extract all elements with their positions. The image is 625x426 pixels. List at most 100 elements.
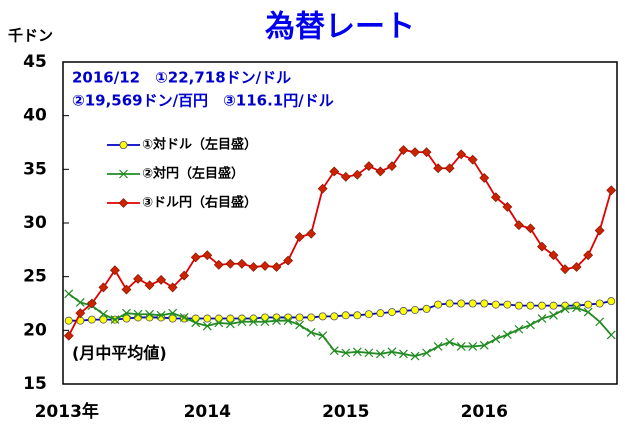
data-point: [433, 163, 444, 174]
data-point: [549, 310, 558, 320]
data-point: [168, 308, 178, 318]
data-point: [63, 330, 74, 341]
data-point: [226, 314, 235, 323]
data-point: [110, 265, 120, 276]
y-tick-label: 35: [23, 159, 47, 179]
data-point: [387, 161, 397, 172]
data-point: [434, 300, 443, 309]
data-point: [364, 310, 373, 319]
data-point: [491, 300, 500, 309]
data-point: [502, 201, 513, 212]
data-point: [513, 220, 524, 231]
data-point: [594, 225, 605, 236]
data-point: [260, 261, 270, 271]
data-point: [179, 313, 189, 322]
legend-label: ③ドル円（右目盛）: [142, 195, 257, 211]
data-point: [411, 305, 420, 314]
data-point: [75, 298, 85, 307]
y-tick-label: 25: [23, 267, 47, 287]
data-point: [457, 299, 466, 308]
data-point: [202, 321, 212, 331]
data-point: [387, 347, 397, 357]
y-tick-label: 15: [23, 374, 47, 394]
data-point: [352, 347, 362, 357]
data-point: [190, 252, 201, 263]
y-tick-label: 20: [23, 320, 47, 340]
data-point: [595, 299, 604, 308]
annotation: 2016/12 ①22,718ドン/ドル: [72, 69, 291, 87]
data-point: [537, 301, 546, 310]
data-point: [595, 317, 605, 327]
data-point: [560, 264, 570, 275]
data-point: [295, 313, 304, 322]
data-point: [526, 320, 535, 330]
data-point: [179, 270, 190, 281]
data-point: [525, 223, 536, 234]
x-tick-label: 2014: [184, 402, 231, 422]
series-line: [68, 293, 612, 358]
data-point: [283, 316, 293, 326]
data-point: [399, 349, 408, 359]
data-point: [260, 317, 270, 327]
data-point: [467, 154, 478, 165]
legend-marker: [119, 169, 128, 179]
data-point: [122, 314, 131, 323]
x-tick-label: 2015: [322, 402, 369, 422]
data-point: [202, 250, 213, 261]
data-point: [133, 309, 143, 319]
data-point: [317, 183, 328, 194]
y-tick-label: 30: [23, 213, 47, 233]
data-point: [514, 324, 524, 334]
data-point: [306, 228, 317, 239]
data-point: [606, 330, 616, 340]
data-point: [537, 314, 547, 323]
data-point: [584, 300, 593, 309]
data-point: [237, 317, 247, 327]
data-point: [375, 349, 385, 359]
data-point: [410, 147, 420, 158]
data-point: [133, 273, 143, 284]
data-point: [526, 301, 535, 310]
data-point: [99, 315, 108, 324]
data-point: [479, 340, 489, 350]
x-tick-label: 2016: [461, 402, 508, 422]
data-point: [156, 274, 167, 285]
data-point: [306, 328, 316, 337]
data-point: [445, 337, 455, 347]
data-point: [352, 169, 363, 180]
data-point: [318, 312, 327, 321]
data-point: [203, 314, 212, 323]
data-point: [86, 298, 97, 309]
data-point: [444, 163, 455, 174]
data-point: [491, 334, 501, 344]
legend-marker: [118, 198, 129, 208]
data-point: [607, 297, 616, 306]
data-point: [236, 258, 247, 269]
data-point: [468, 299, 477, 308]
data-point: [167, 282, 178, 293]
data-point: [353, 311, 362, 320]
data-point: [295, 320, 305, 330]
data-point: [249, 317, 258, 327]
data-point: [537, 241, 547, 252]
data-point: [87, 315, 96, 324]
data-point: [364, 348, 374, 358]
data-point: [121, 284, 132, 295]
data-point: [329, 166, 340, 177]
data-point: [468, 342, 478, 351]
data-point: [571, 262, 582, 272]
data-point: [376, 309, 385, 318]
x-tick-label: 2013年: [35, 401, 99, 422]
data-point: [294, 232, 305, 242]
data-point: [144, 280, 155, 291]
data-point: [341, 311, 350, 320]
data-point: [307, 313, 316, 322]
data-point: [606, 185, 617, 196]
data-point: [422, 348, 431, 358]
data-point: [583, 250, 594, 261]
data-point: [225, 258, 236, 269]
data-point: [271, 262, 282, 272]
data-point: [421, 147, 432, 158]
data-point: [341, 348, 351, 358]
